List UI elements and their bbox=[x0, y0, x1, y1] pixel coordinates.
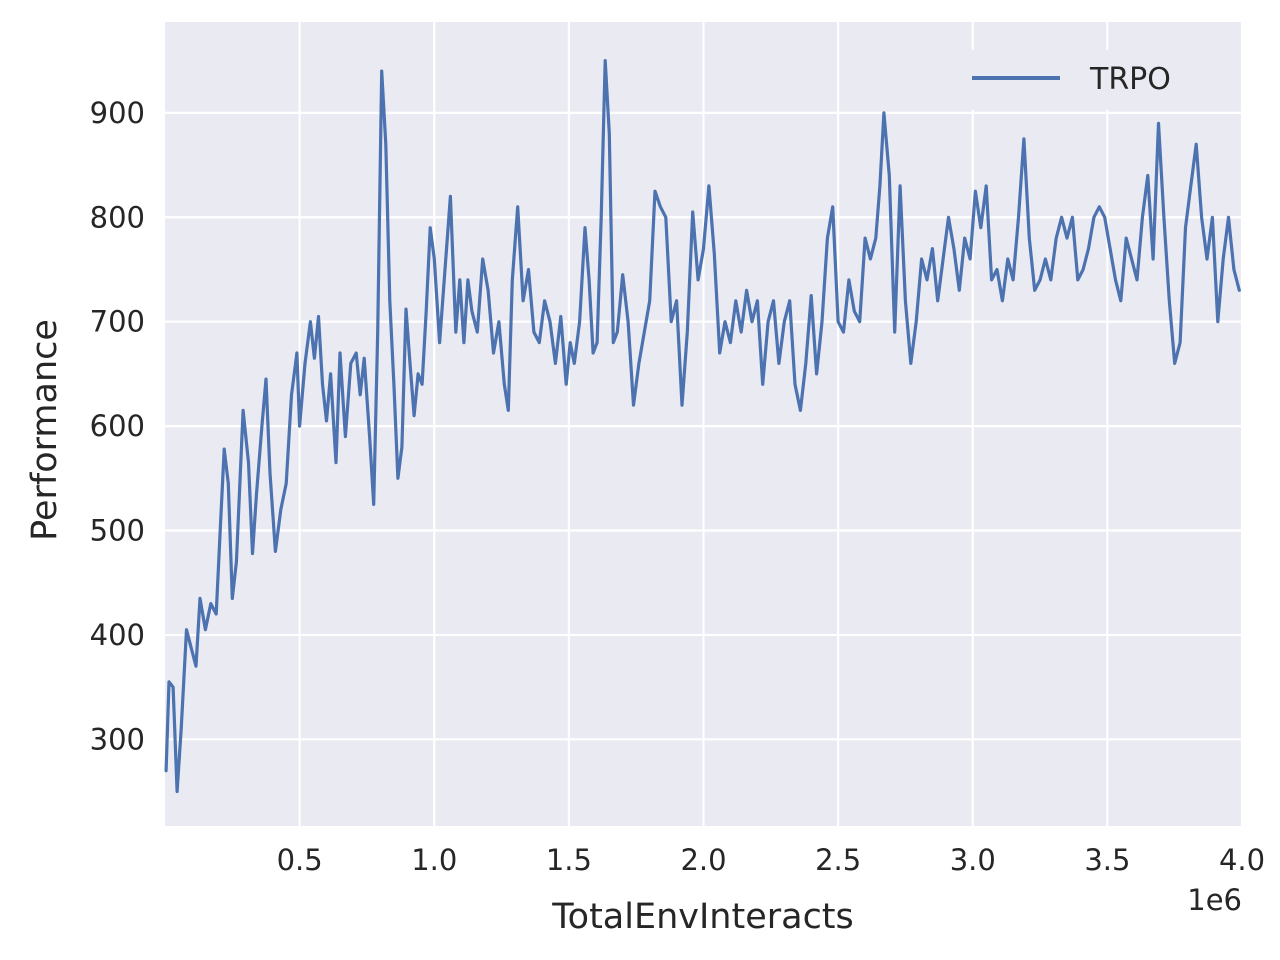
x-axis-label: TotalEnvInteracts bbox=[551, 897, 854, 937]
series-line-trpo bbox=[164, 58, 1241, 794]
x-tick-labels: 0.5 1.0 1.5 2.0 2.5 3.0 3.5 4.0 bbox=[277, 843, 1266, 877]
x-tick-label: 2.0 bbox=[680, 843, 726, 877]
x-offset-label: 1e6 bbox=[1187, 883, 1242, 917]
legend: TRPO bbox=[955, 50, 1223, 110]
x-tick-label: 1.5 bbox=[546, 843, 592, 877]
x-tick-label: 4.0 bbox=[1219, 843, 1265, 877]
y-axis-label: Performance bbox=[25, 319, 65, 541]
x-tick-label: 0.5 bbox=[277, 843, 323, 877]
y-tick-label: 500 bbox=[90, 514, 145, 548]
x-tick-label: 1.0 bbox=[411, 843, 457, 877]
y-gridlines bbox=[165, 111, 1242, 741]
y-tick-labels: 300 400 500 600 700 800 900 bbox=[90, 96, 145, 756]
legend-label-trpo: TRPO bbox=[1089, 62, 1171, 97]
x-tick-label: 2.5 bbox=[815, 843, 861, 877]
y-tick-label: 300 bbox=[90, 722, 145, 756]
y-tick-label: 400 bbox=[90, 618, 145, 652]
y-tick-label: 700 bbox=[90, 305, 145, 339]
y-tick-label: 900 bbox=[90, 96, 145, 130]
x-gridlines bbox=[298, 22, 1244, 826]
series-layer bbox=[164, 58, 1241, 794]
x-tick-label: 3.0 bbox=[950, 843, 996, 877]
x-tick-label: 3.5 bbox=[1084, 843, 1130, 877]
y-tick-label: 800 bbox=[90, 200, 145, 234]
y-tick-label: 600 bbox=[90, 409, 145, 443]
